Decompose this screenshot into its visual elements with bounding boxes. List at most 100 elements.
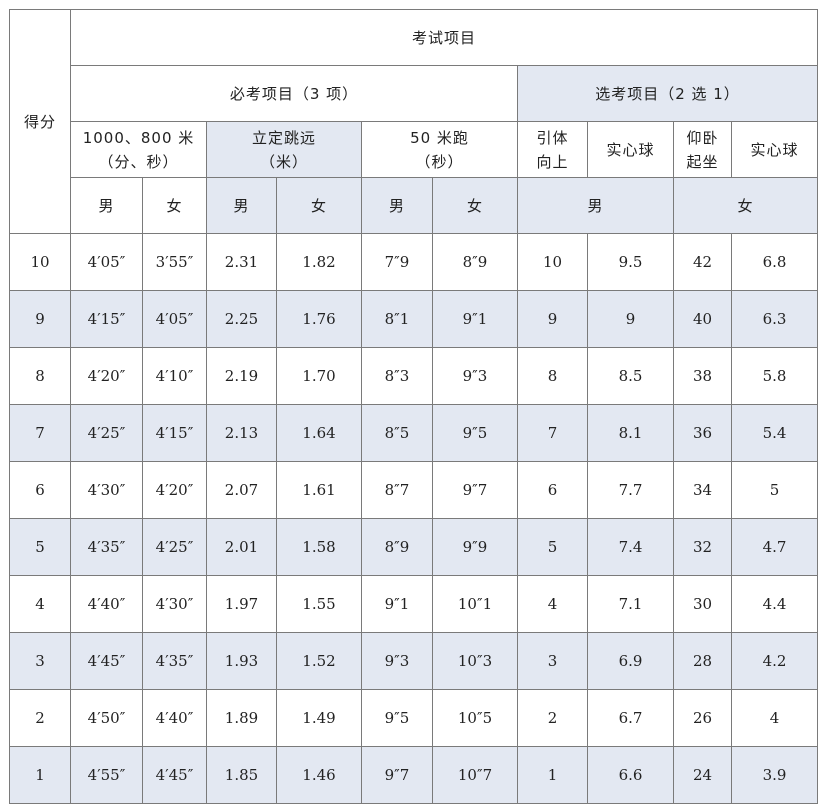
- cell-run-m: 4′50″: [70, 689, 143, 747]
- cell-score: 5: [9, 518, 71, 576]
- cell-run-f: 4′15″: [142, 404, 207, 462]
- cell-dash-m: 8″7: [361, 461, 433, 519]
- cell-pullup: 10: [517, 233, 588, 291]
- cell-dash-m: 8″9: [361, 518, 433, 576]
- pullup-header-line2: 向上: [536, 152, 569, 171]
- dash-header-line2: （秒）: [415, 152, 464, 171]
- cell-run-f: 4′10″: [142, 347, 207, 405]
- cell-score: 9: [9, 290, 71, 348]
- cell-run-m: 4′40″: [70, 575, 143, 633]
- table-row: 3 4′45″ 4′35″ 1.93 1.52 9″3 10″3 3 6.9 28 4.2: [9, 632, 818, 690]
- cell-run-f: 4′35″: [142, 632, 207, 690]
- situp-header-line2: 起坐: [686, 152, 719, 171]
- cell-situp: 38: [673, 347, 732, 405]
- cell-dash-m: 9″7: [361, 746, 433, 804]
- cell-run-f: 4′45″: [142, 746, 207, 804]
- cell-run-f: 4′05″: [142, 290, 207, 348]
- cell-jump-m: 1.93: [206, 632, 277, 690]
- cell-dash-f: 10″5: [432, 689, 518, 747]
- cell-dash-m: 8″5: [361, 404, 433, 462]
- cell-score: 3: [9, 632, 71, 690]
- table-row: 7 4′25″ 4′15″ 2.13 1.64 8″5 9″5 7 8.1 36 5.4: [9, 404, 818, 462]
- cell-run-f: 4′40″: [142, 689, 207, 747]
- table-row: 1 4′55″ 4′45″ 1.85 1.46 9″7 10″7 1 6.6 24 3.9: [9, 746, 818, 804]
- cell-jump-m: 2.07: [206, 461, 277, 519]
- run-header-line1: 1000、800 米: [82, 128, 195, 147]
- cell-dash-m: 9″5: [361, 689, 433, 747]
- table-row: 9 4′15″ 4′05″ 2.25 1.76 8″1 9″1 9 9 40 6.3: [9, 290, 818, 348]
- cell-jump-f: 1.55: [276, 575, 362, 633]
- cell-run-m: 4′05″: [70, 233, 143, 291]
- table-row: 10 4′05″ 3′55″ 2.31 1.82 7″9 8″9 10 9.5 42 6.8: [9, 233, 818, 291]
- cell-ball-m: 8.1: [587, 404, 674, 462]
- cell-jump-m: 2.13: [206, 404, 277, 462]
- cell-jump-m: 1.97: [206, 575, 277, 633]
- cell-ball-f: 5.4: [731, 404, 818, 462]
- cell-run-m: 4′25″: [70, 404, 143, 462]
- cell-dash-m: 9″1: [361, 575, 433, 633]
- cell-dash-f: 10″1: [432, 575, 518, 633]
- cell-jump-m: 2.25: [206, 290, 277, 348]
- cell-situp: 24: [673, 746, 732, 804]
- cell-score: 1: [9, 746, 71, 804]
- cell-dash-f: 10″3: [432, 632, 518, 690]
- cell-ball-m: 6.6: [587, 746, 674, 804]
- cell-jump-m: 2.01: [206, 518, 277, 576]
- cell-ball-m: 7.4: [587, 518, 674, 576]
- cell-situp: 40: [673, 290, 732, 348]
- cell-score: 2: [9, 689, 71, 747]
- gender-female-dash: 女: [432, 177, 518, 234]
- gender-male-run: 男: [70, 177, 143, 234]
- cell-ball-f: 5: [731, 461, 818, 519]
- cell-pullup: 9: [517, 290, 588, 348]
- cell-jump-m: 1.89: [206, 689, 277, 747]
- cell-jump-m: 1.85: [206, 746, 277, 804]
- cell-ball-f: 4: [731, 689, 818, 747]
- ball-male-header: 实心球: [587, 121, 674, 178]
- cell-situp: 34: [673, 461, 732, 519]
- cell-dash-m: 9″3: [361, 632, 433, 690]
- cell-dash-f: 8″9: [432, 233, 518, 291]
- run-header: 1000、800 米 （分、秒）: [70, 121, 207, 178]
- optional-header: 选考项目（2 选 1）: [517, 65, 818, 122]
- run-header-line2: （分、秒）: [98, 152, 179, 171]
- table-row: 4 4′40″ 4′30″ 1.97 1.55 9″1 10″1 4 7.1 30 4.4: [9, 575, 818, 633]
- cell-ball-f: 6.8: [731, 233, 818, 291]
- cell-pullup: 1: [517, 746, 588, 804]
- cell-dash-f: 9″9: [432, 518, 518, 576]
- cell-jump-f: 1.58: [276, 518, 362, 576]
- situp-header-line1: 仰卧: [686, 128, 719, 147]
- cell-ball-m: 7.7: [587, 461, 674, 519]
- cell-pullup: 5: [517, 518, 588, 576]
- cell-pullup: 6: [517, 461, 588, 519]
- cell-dash-m: 8″3: [361, 347, 433, 405]
- jump-header-line1: 立定跳远: [251, 128, 316, 147]
- required-header: 必考项目（3 项）: [70, 65, 518, 122]
- dash-header-line1: 50 米跑: [410, 128, 469, 147]
- cell-ball-m: 9: [587, 290, 674, 348]
- gender-male-optional: 男: [517, 177, 674, 234]
- table-body: 得分 考试项目 必考项目（3 项） 选考项目（2 选 1） 1000、800 米…: [9, 9, 818, 804]
- gender-male-dash: 男: [361, 177, 433, 234]
- cell-ball-m: 9.5: [587, 233, 674, 291]
- cell-dash-f: 10″7: [432, 746, 518, 804]
- cell-jump-f: 1.52: [276, 632, 362, 690]
- cell-pullup: 8: [517, 347, 588, 405]
- cell-situp: 36: [673, 404, 732, 462]
- cell-run-m: 4′15″: [70, 290, 143, 348]
- cell-jump-f: 1.61: [276, 461, 362, 519]
- cell-situp: 32: [673, 518, 732, 576]
- cell-situp: 28: [673, 632, 732, 690]
- cell-score: 6: [9, 461, 71, 519]
- cell-run-m: 4′35″: [70, 518, 143, 576]
- cell-run-f: 4′25″: [142, 518, 207, 576]
- cell-pullup: 4: [517, 575, 588, 633]
- cell-dash-m: 8″1: [361, 290, 433, 348]
- cell-run-m: 4′55″: [70, 746, 143, 804]
- cell-run-f: 3′55″: [142, 233, 207, 291]
- cell-ball-f: 4.7: [731, 518, 818, 576]
- cell-jump-m: 2.31: [206, 233, 277, 291]
- cell-ball-m: 6.9: [587, 632, 674, 690]
- cell-run-m: 4′20″: [70, 347, 143, 405]
- cell-score: 10: [9, 233, 71, 291]
